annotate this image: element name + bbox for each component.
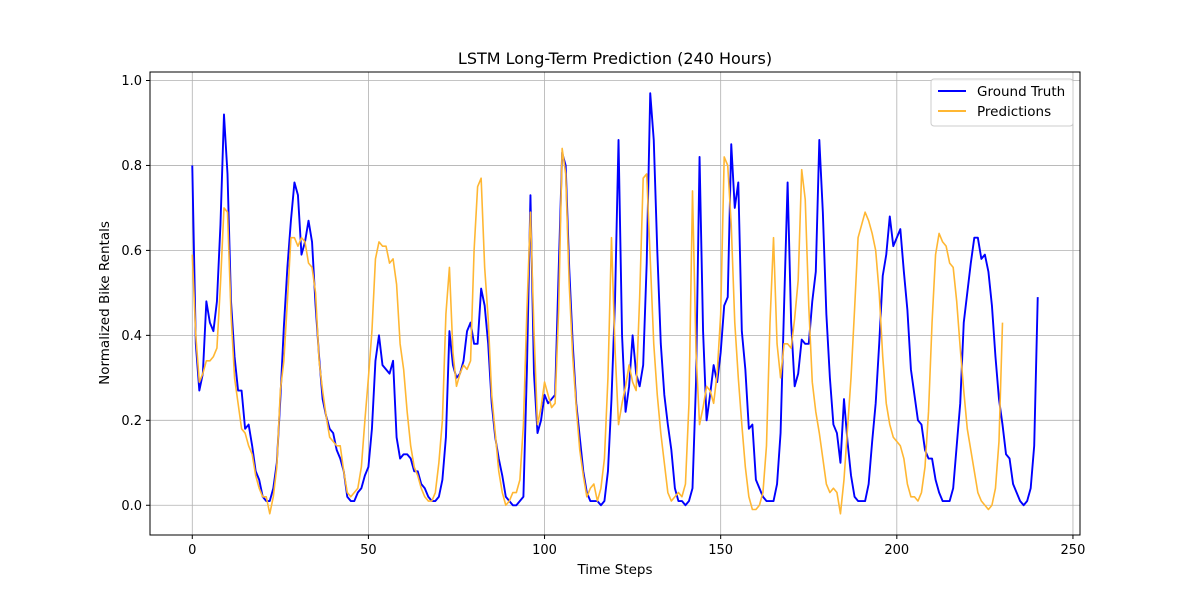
x-tick-label: 100 bbox=[532, 543, 557, 558]
series-line-ground-truth bbox=[191, 92, 1039, 507]
legend: Ground Truth Predictions bbox=[930, 78, 1074, 127]
y-axis-label: Normalized Bike Rentals bbox=[97, 221, 113, 385]
x-tick-label: 200 bbox=[884, 543, 909, 558]
x-tick-label: 250 bbox=[1061, 543, 1086, 558]
legend-label-ground-truth: Ground Truth bbox=[977, 84, 1065, 100]
series-line-predictions bbox=[191, 147, 1004, 515]
y-tick-label: 0.2 bbox=[121, 414, 142, 429]
grid-lines bbox=[150, 72, 1080, 535]
legend-label-predictions: Predictions bbox=[977, 104, 1051, 120]
y-tick-label: 1.0 bbox=[121, 74, 142, 89]
x-tick-label: 0 bbox=[188, 543, 196, 558]
y-tick-label: 0.8 bbox=[121, 159, 142, 174]
plot-frame bbox=[149, 71, 1081, 536]
x-tick-label: 50 bbox=[360, 543, 377, 558]
chart-title: LSTM Long-Term Prediction (240 Hours) bbox=[458, 49, 772, 68]
y-tick-label: 0.0 bbox=[121, 499, 142, 514]
y-tick-label: 0.6 bbox=[121, 244, 142, 259]
y-tick-label: 0.4 bbox=[121, 329, 142, 344]
x-tick-label: 150 bbox=[708, 543, 733, 558]
axis-ticks: 0 50 100 150 200 250 0.0 0.2 0.4 0.6 0.8 1.0 bbox=[121, 74, 1085, 558]
legend-box bbox=[930, 78, 1074, 127]
series-lines bbox=[191, 92, 1039, 515]
x-axis-label: Time Steps bbox=[576, 562, 652, 578]
